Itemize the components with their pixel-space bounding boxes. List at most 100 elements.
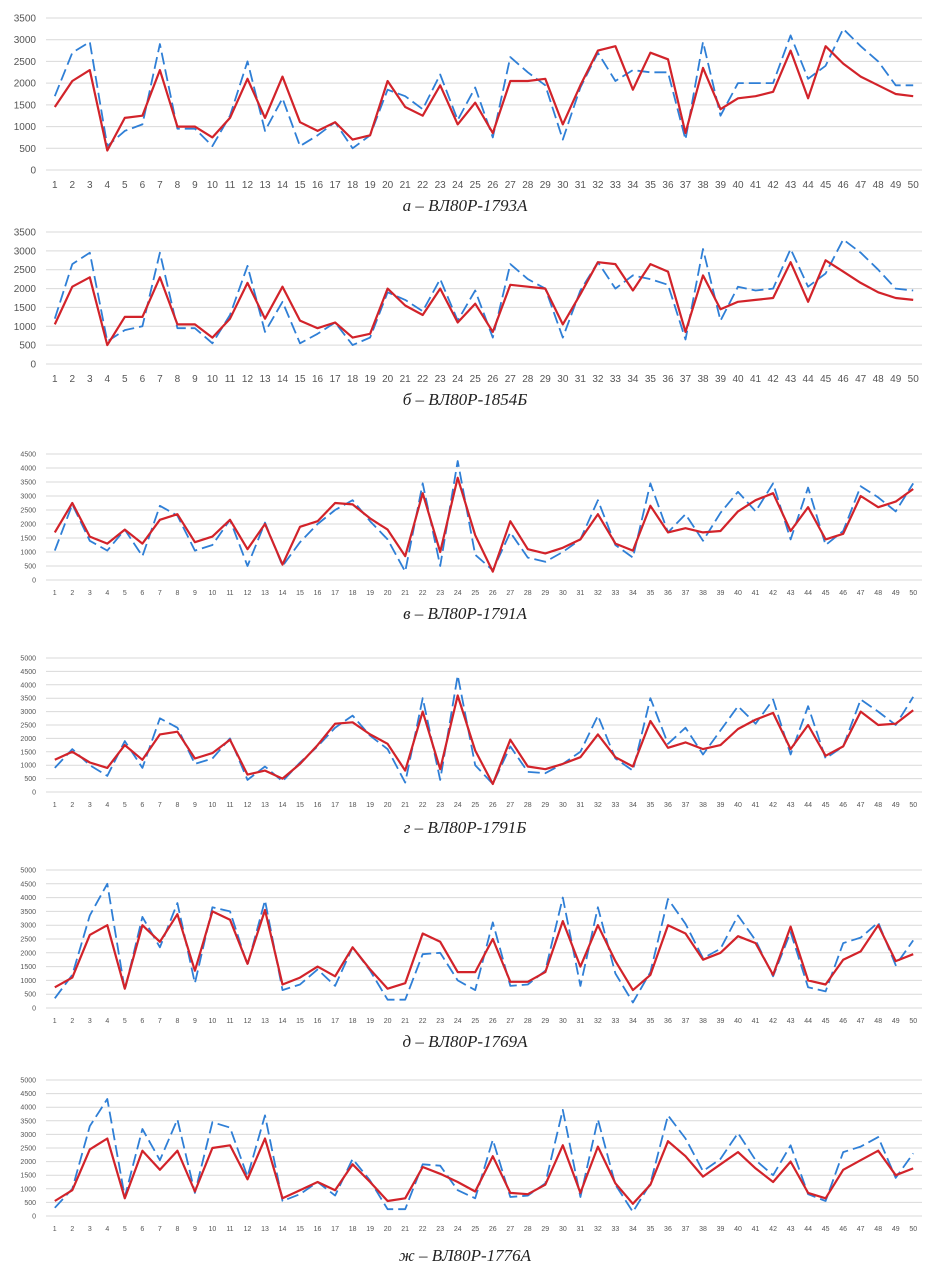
- x-tick-label: 42: [769, 590, 777, 597]
- series-line-dashed: [53, 27, 914, 150]
- x-tick-label: 25: [471, 1018, 479, 1025]
- x-tick-label: 22: [419, 802, 427, 809]
- y-tick-label: 2500: [20, 722, 36, 729]
- x-tick-label: 37: [682, 1226, 690, 1233]
- x-tick-label: 19: [366, 1226, 374, 1233]
- x-tick-label: 5: [123, 802, 127, 809]
- y-tick-label: 2000: [14, 79, 37, 90]
- x-tick-label: 29: [540, 374, 552, 385]
- x-tick-label: 2: [70, 1226, 74, 1233]
- x-tick-label: 10: [209, 1018, 217, 1025]
- x-tick-label: 39: [717, 1226, 725, 1233]
- x-tick-label: 4: [105, 374, 111, 385]
- x-tick-label: 40: [734, 1226, 742, 1233]
- x-tick-label: 36: [664, 1226, 672, 1233]
- x-tick-label: 1: [52, 180, 58, 191]
- x-tick-label: 1: [52, 374, 58, 385]
- x-tick-label: 27: [506, 1226, 514, 1233]
- x-tick-label: 35: [647, 1018, 655, 1025]
- x-tick-label: 43: [787, 590, 795, 597]
- x-tick-label: 7: [158, 1018, 162, 1025]
- x-tick-label: 35: [647, 802, 655, 809]
- x-tick-label: 40: [734, 1018, 742, 1025]
- x-tick-label: 16: [314, 802, 322, 809]
- x-tick-label: 44: [804, 1226, 812, 1233]
- x-tick-label: 48: [874, 1226, 882, 1233]
- x-tick-label: 3: [87, 180, 93, 191]
- x-tick-label: 49: [892, 590, 900, 597]
- x-tick-label: 45: [820, 180, 832, 191]
- x-tick-label: 35: [647, 590, 655, 597]
- x-tick-label: 29: [541, 1226, 549, 1233]
- x-tick-label: 31: [576, 1018, 584, 1025]
- x-tick-label: 23: [435, 374, 447, 385]
- x-tick-label: 18: [349, 802, 357, 809]
- y-tick-label: 3000: [14, 246, 37, 257]
- x-tick-label: 39: [717, 1018, 725, 1025]
- x-tick-label: 22: [419, 1226, 427, 1233]
- series-line-solid: [53, 259, 914, 347]
- x-tick-label: 21: [400, 180, 412, 191]
- x-tick-label: 44: [804, 590, 812, 597]
- x-tick-label: 25: [470, 180, 482, 191]
- x-tick-label: 36: [662, 374, 674, 385]
- x-tick-label: 34: [629, 590, 637, 597]
- x-tick-label: 47: [857, 1226, 865, 1233]
- x-tick-label: 4: [105, 802, 109, 809]
- chart-panel: 0 500 1000 1500 2000 2500 3000 3500 4000 4500 5000…: [0, 858, 930, 1058]
- chart-caption: г – ВЛ80Р-1791Б: [403, 818, 527, 837]
- x-tick-label: 46: [838, 374, 850, 385]
- chart-caption: а – ВЛ80Р-1793А: [402, 196, 528, 215]
- x-tick-label: 25: [471, 1226, 479, 1233]
- x-tick-label: 3: [88, 590, 92, 597]
- chart-caption: б – ВЛ80Р-1854Б: [402, 390, 528, 409]
- x-tick-label: 10: [209, 1226, 217, 1233]
- x-tick-label: 50: [909, 1018, 917, 1025]
- x-tick-label: 21: [401, 1018, 409, 1025]
- x-tick-label: 11: [226, 1226, 233, 1233]
- x-tick-label: 22: [417, 374, 429, 385]
- x-tick-label: 22: [417, 180, 429, 191]
- y-tick-label: 2500: [14, 57, 37, 68]
- x-tick-label: 43: [787, 1018, 795, 1025]
- x-tick-label: 48: [874, 1018, 882, 1025]
- x-tick-label: 15: [294, 180, 306, 191]
- series-line-solid: [53, 476, 914, 573]
- x-tick-label: 47: [855, 374, 867, 385]
- x-tick-label: 15: [296, 1226, 304, 1233]
- y-tick-label: 4500: [20, 1091, 36, 1098]
- x-tick-label: 3: [87, 374, 93, 385]
- x-tick-label: 8: [175, 1226, 179, 1233]
- chart-panel: 0 500 1000 1500 2000 2500 3000 3500 4000 4500 1 2 3 4…: [0, 440, 930, 630]
- x-tick-label: 7: [158, 802, 162, 809]
- x-tick-label: 3: [88, 1226, 92, 1233]
- x-tick-label: 2: [69, 374, 75, 385]
- x-tick-label: 28: [524, 1226, 532, 1233]
- x-tick-label: 7: [157, 374, 163, 385]
- x-tick-label: 14: [279, 590, 287, 597]
- series-line-solid: [54, 1137, 914, 1205]
- x-tick-label: 45: [820, 374, 832, 385]
- series-line-dashed: [53, 460, 914, 573]
- x-tick-label: 47: [855, 180, 867, 191]
- x-tick-label: 23: [436, 802, 444, 809]
- x-tick-label: 31: [576, 590, 584, 597]
- x-tick-label: 21: [401, 590, 409, 597]
- x-tick-label: 35: [647, 1226, 655, 1233]
- x-tick-label: 38: [697, 374, 709, 385]
- x-tick-label: 50: [909, 1226, 917, 1233]
- x-tick-label: 11: [225, 180, 236, 191]
- y-tick-label: 5000: [20, 1077, 36, 1084]
- chart-plot: 0 500 1000 1500 2000 2500 3000 3500 4000 4500 5000…: [20, 655, 922, 809]
- x-tick-label: 30: [559, 1018, 567, 1025]
- x-tick-label: 23: [436, 1018, 444, 1025]
- x-tick-label: 5: [122, 180, 128, 191]
- x-tick-label: 8: [175, 1018, 179, 1025]
- x-tick-label: 49: [892, 802, 900, 809]
- x-tick-label: 43: [785, 180, 797, 191]
- y-tick-label: 0: [32, 577, 36, 584]
- x-tick-label: 46: [838, 180, 850, 191]
- x-tick-label: 16: [312, 180, 324, 191]
- x-tick-label: 48: [874, 802, 882, 809]
